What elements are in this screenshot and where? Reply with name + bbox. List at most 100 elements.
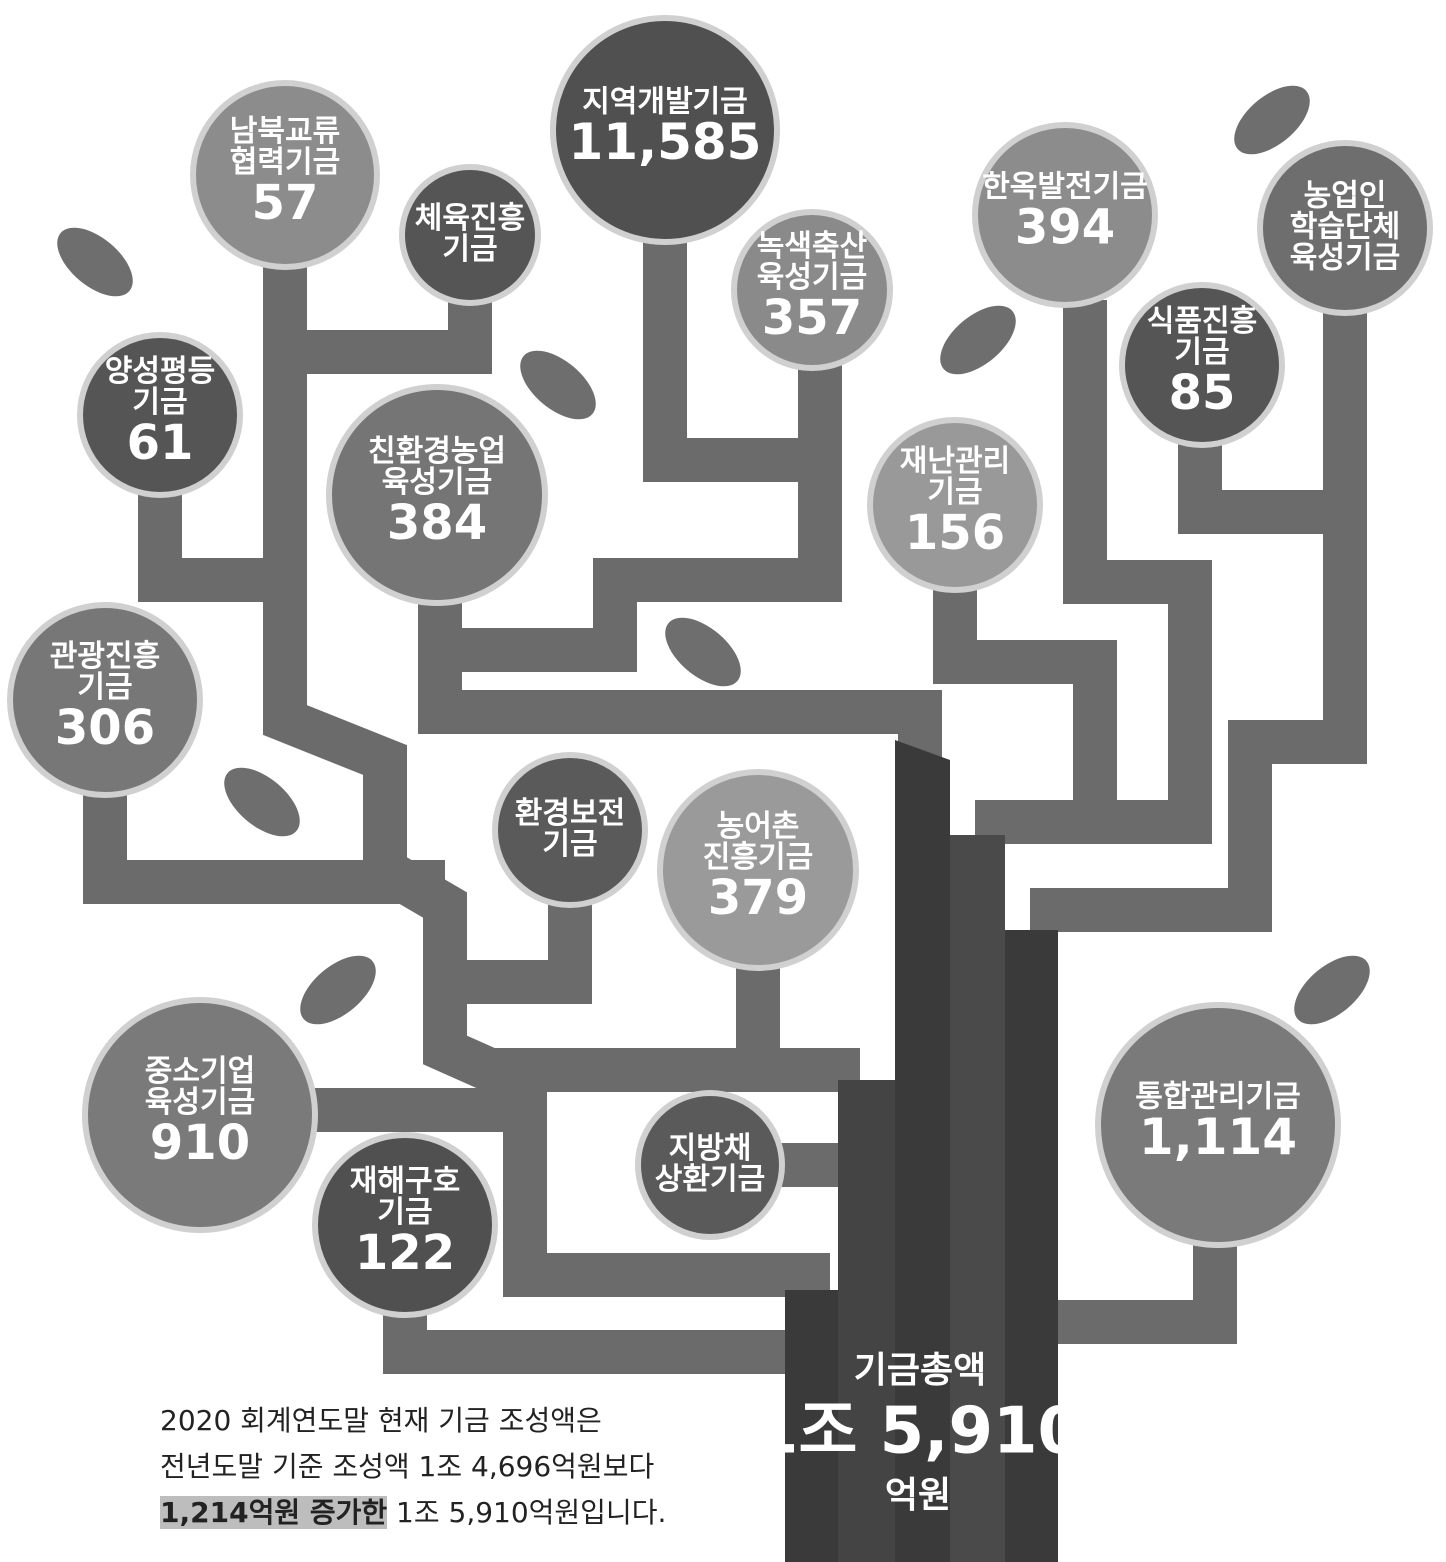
node-label: 학습단체 (1290, 210, 1400, 245)
node-value: 156 (905, 505, 1005, 561)
trunk-part (1005, 930, 1058, 1562)
node-label: 농어촌 (717, 809, 800, 844)
node-label: 기금 (77, 670, 132, 705)
leaf (940, 305, 1016, 375)
description-text: 1조 5,910억원입니다. (387, 1496, 667, 1529)
node-value: 57 (252, 175, 319, 231)
node-circle (492, 752, 648, 908)
node-circle (731, 209, 893, 371)
node-circle (399, 164, 541, 306)
node-circle (657, 769, 859, 971)
node-label: 관광진흥 (50, 639, 160, 674)
node-label: 환경보전 (515, 796, 625, 831)
description: 2020 회계연도말 현재 기금 조성액은 전년도말 기준 조성액 1조 4,6… (160, 1398, 666, 1536)
node-circle (867, 417, 1043, 593)
branches (83, 240, 1367, 1374)
branch (315, 1088, 830, 1297)
highlight: 1,214억원 증가한 (160, 1496, 388, 1529)
node-circle (7, 602, 203, 798)
trunk (785, 740, 1058, 1562)
branch (440, 365, 842, 672)
node-label: 지역개발기금 (582, 85, 748, 120)
trunk-part (950, 835, 1005, 1562)
total-title: 기금총액 (854, 1350, 986, 1391)
leaves (57, 85, 1370, 1025)
node-value: 379 (708, 870, 808, 926)
leaf (300, 955, 376, 1025)
node-label: 협력기금 (230, 145, 340, 180)
trunk-part (838, 1080, 895, 1562)
leaf (224, 767, 300, 837)
total-unit: 억원 (885, 1475, 951, 1516)
node-circle (1095, 1002, 1341, 1248)
total-value: 1조 5,910 (754, 1395, 1082, 1469)
leaf (1294, 955, 1370, 1025)
trunk-part (895, 740, 950, 1562)
node-label: 식품진흥 (1147, 304, 1257, 339)
node-label: 통합관리기금 (1135, 1080, 1301, 1115)
trunk-part (785, 1290, 838, 1562)
node-label: 기금 (927, 475, 982, 510)
node-label: 기금 (442, 232, 497, 267)
branch (1178, 440, 1345, 534)
leaf (57, 227, 133, 297)
node-value: 11,585 (569, 113, 762, 171)
branch (445, 900, 592, 1004)
node-label: 진흥기금 (703, 840, 813, 875)
node-circle (1257, 140, 1433, 316)
node-value: 357 (762, 290, 862, 346)
node-label: 기금 (1174, 335, 1229, 370)
node-label: 육성기금 (145, 1085, 255, 1120)
node-circle (972, 122, 1158, 308)
branch (975, 300, 1212, 844)
node-circle (312, 1132, 498, 1318)
node-circle (1119, 282, 1285, 448)
node-circle (635, 1090, 785, 1240)
node-label: 기금 (132, 385, 187, 420)
node-label: 중소기업 (145, 1054, 255, 1089)
node-value: 122 (355, 1225, 455, 1281)
branch (83, 790, 445, 904)
node-label: 상환기금 (655, 1162, 765, 1197)
node-label: 육성기금 (382, 465, 492, 500)
node-label: 녹색축산 (757, 229, 868, 264)
node-circle (326, 384, 548, 606)
node-value: 384 (387, 495, 487, 551)
branch (643, 240, 820, 482)
node-circle (550, 15, 780, 245)
leaf (520, 350, 596, 420)
node-value: 85 (1169, 365, 1236, 421)
node-label: 농업인 (1304, 179, 1387, 214)
leaf (665, 617, 741, 687)
node-value: 394 (1015, 200, 1115, 256)
node-label: 양성평등 (105, 354, 215, 389)
node-label: 지방채 (669, 1131, 752, 1166)
node-label: 기금 (542, 827, 597, 862)
node-label: 친환경농업 (368, 434, 506, 469)
leaf (1234, 85, 1310, 155)
node-circle (77, 332, 243, 498)
branch (418, 600, 942, 760)
node-value: 910 (150, 1115, 250, 1171)
description-line: 전년도말 기준 조성액 1조 4,696억원보다 (160, 1450, 655, 1483)
branch (1030, 310, 1367, 932)
branch (138, 490, 285, 602)
description-line: 1,214억원 증가한 1조 5,910억원입니다. (160, 1490, 666, 1536)
node-label: 재해구호 (350, 1164, 460, 1199)
node-circle (190, 80, 380, 270)
node-value: 61 (127, 415, 194, 471)
node-label: 남북교류 (230, 114, 340, 149)
node-label: 재난관리 (900, 444, 1010, 479)
node-circle (82, 997, 318, 1233)
branch (933, 590, 1117, 800)
node-label: 육성기금 (1290, 241, 1400, 276)
description-line: 2020 회계연도말 현재 기금 조성액은 (160, 1404, 602, 1437)
node-label: 기금 (377, 1195, 432, 1230)
node-value: 1,114 (1139, 1108, 1297, 1166)
node-label: 육성기금 (757, 260, 867, 295)
node-value: 306 (55, 700, 155, 756)
branch (285, 300, 492, 374)
